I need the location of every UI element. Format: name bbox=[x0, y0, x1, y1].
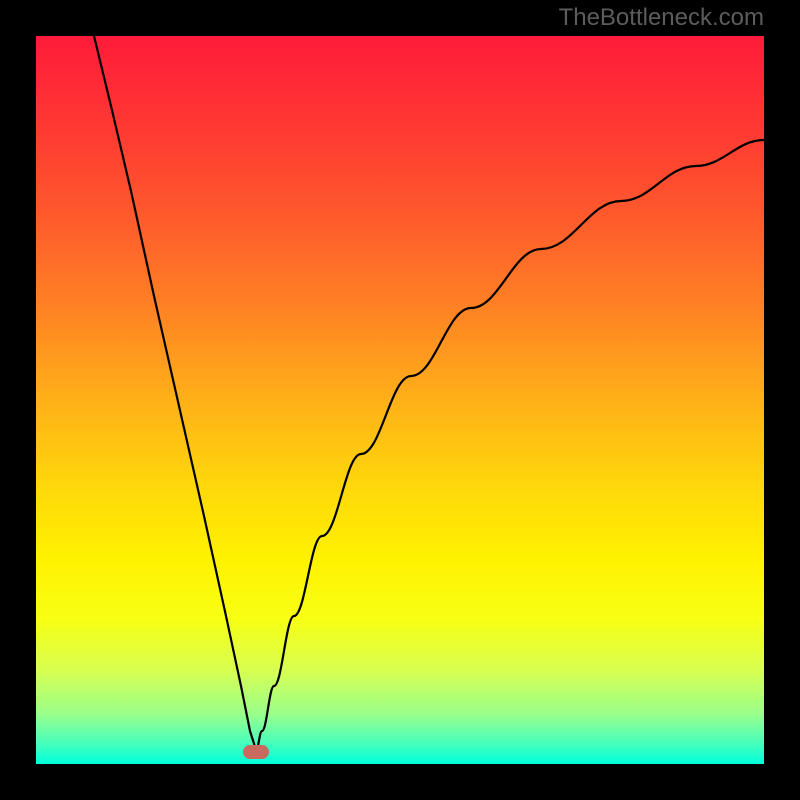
watermark-text: TheBottleneck.com bbox=[559, 4, 764, 32]
plot-area bbox=[36, 36, 764, 764]
frame-border-right bbox=[764, 0, 800, 800]
frame-border-bottom bbox=[0, 764, 800, 800]
chart-frame: TheBottleneck.com bbox=[0, 0, 800, 800]
minimum-marker bbox=[243, 745, 269, 759]
frame-border-left bbox=[0, 0, 36, 800]
bottleneck-curve bbox=[36, 36, 764, 764]
